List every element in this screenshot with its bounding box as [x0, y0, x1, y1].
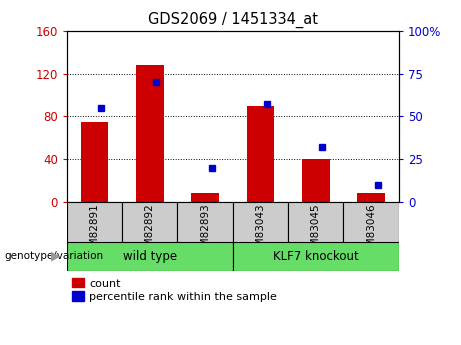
- Text: GSM82891: GSM82891: [89, 203, 100, 260]
- Text: GSM83043: GSM83043: [255, 203, 266, 260]
- Text: GSM83045: GSM83045: [311, 203, 321, 260]
- Bar: [67, 202, 122, 242]
- Bar: [233, 241, 399, 271]
- Bar: [343, 202, 399, 242]
- Bar: [247, 106, 274, 202]
- Bar: [67, 241, 233, 271]
- Legend: count, percentile rank within the sample: count, percentile rank within the sample: [72, 278, 277, 302]
- Text: KLF7 knockout: KLF7 knockout: [273, 250, 359, 263]
- Bar: [288, 202, 343, 242]
- Text: genotype/variation: genotype/variation: [5, 251, 104, 261]
- Bar: [177, 202, 233, 242]
- Text: wild type: wild type: [123, 250, 177, 263]
- Bar: [136, 65, 164, 202]
- Bar: [122, 202, 177, 242]
- Bar: [81, 122, 108, 202]
- Title: GDS2069 / 1451334_at: GDS2069 / 1451334_at: [148, 12, 318, 28]
- Text: GSM82892: GSM82892: [145, 203, 155, 260]
- Bar: [302, 159, 330, 202]
- Text: GSM82893: GSM82893: [200, 203, 210, 260]
- Text: ▶: ▶: [51, 250, 60, 263]
- Bar: [191, 193, 219, 202]
- Text: GSM83046: GSM83046: [366, 203, 376, 260]
- Bar: [357, 193, 385, 202]
- Bar: [233, 202, 288, 242]
